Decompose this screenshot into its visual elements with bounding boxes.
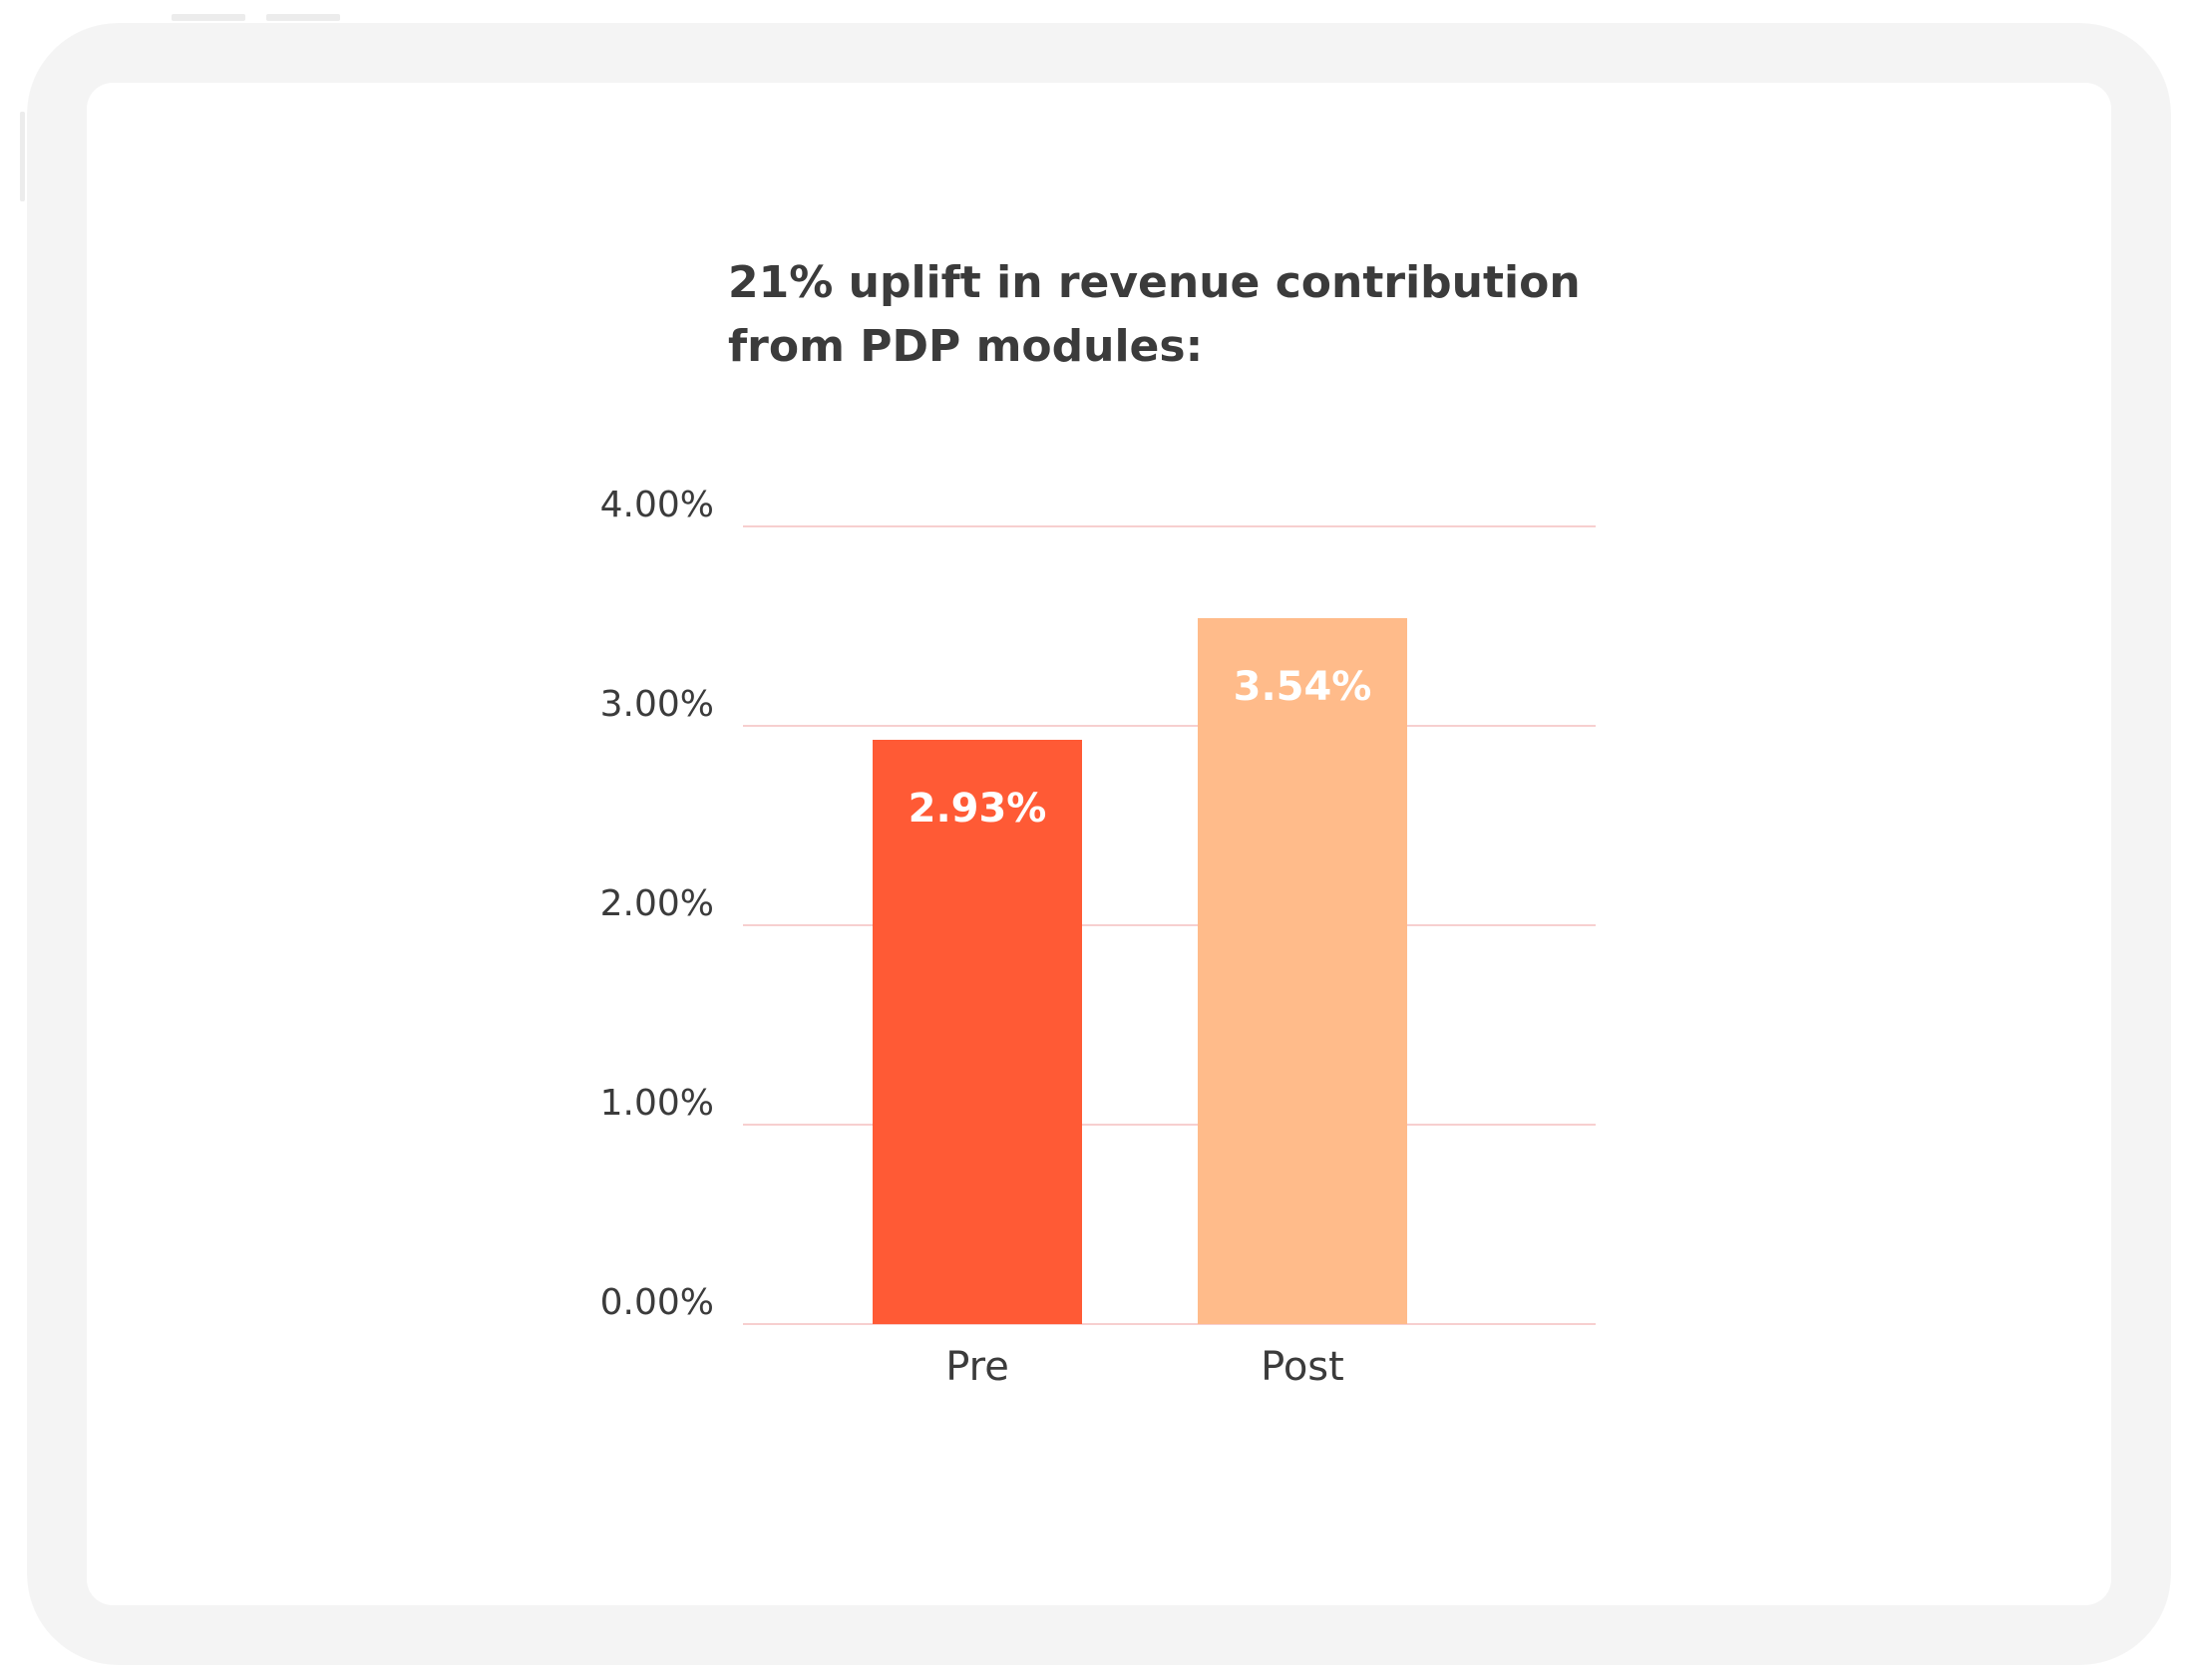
x-category-label: Pre bbox=[945, 1344, 1009, 1390]
y-tick-label: 0.00% bbox=[600, 1282, 714, 1323]
y-tick-label: 1.00% bbox=[600, 1083, 714, 1124]
frame-tab-nub-right bbox=[266, 14, 340, 21]
device-frame bbox=[27, 23, 2171, 1665]
bar-value-label: 3.54% bbox=[1234, 664, 1372, 710]
bar-value-labels: 2.93% 3.54% bbox=[909, 664, 1372, 832]
y-tick-label: 4.00% bbox=[600, 485, 714, 525]
x-category-label: Post bbox=[1261, 1344, 1344, 1390]
y-tick-label: 2.00% bbox=[600, 883, 714, 924]
bar-value-label: 2.93% bbox=[909, 786, 1047, 832]
chart-title-line-1: 21% uplift in revenue contribution bbox=[728, 257, 1581, 308]
device-screen bbox=[87, 83, 2111, 1605]
frame-tab-nub-left bbox=[172, 14, 245, 21]
grid-lines bbox=[743, 525, 1596, 1325]
chart-title-line-2: from PDP modules: bbox=[728, 321, 1204, 372]
y-tick-label: 3.00% bbox=[600, 684, 714, 725]
bars bbox=[873, 618, 1407, 1324]
bar-post bbox=[1198, 618, 1407, 1324]
bar-pre bbox=[873, 740, 1082, 1324]
frame-side-nub bbox=[20, 112, 25, 201]
x-axis-categories: Pre Post bbox=[945, 1344, 1344, 1390]
y-axis-ticks: 0.00% 1.00% 2.00% 3.00% 4.00% bbox=[600, 485, 714, 1323]
chart-title: 21% uplift in revenue contribution from … bbox=[728, 251, 1581, 379]
